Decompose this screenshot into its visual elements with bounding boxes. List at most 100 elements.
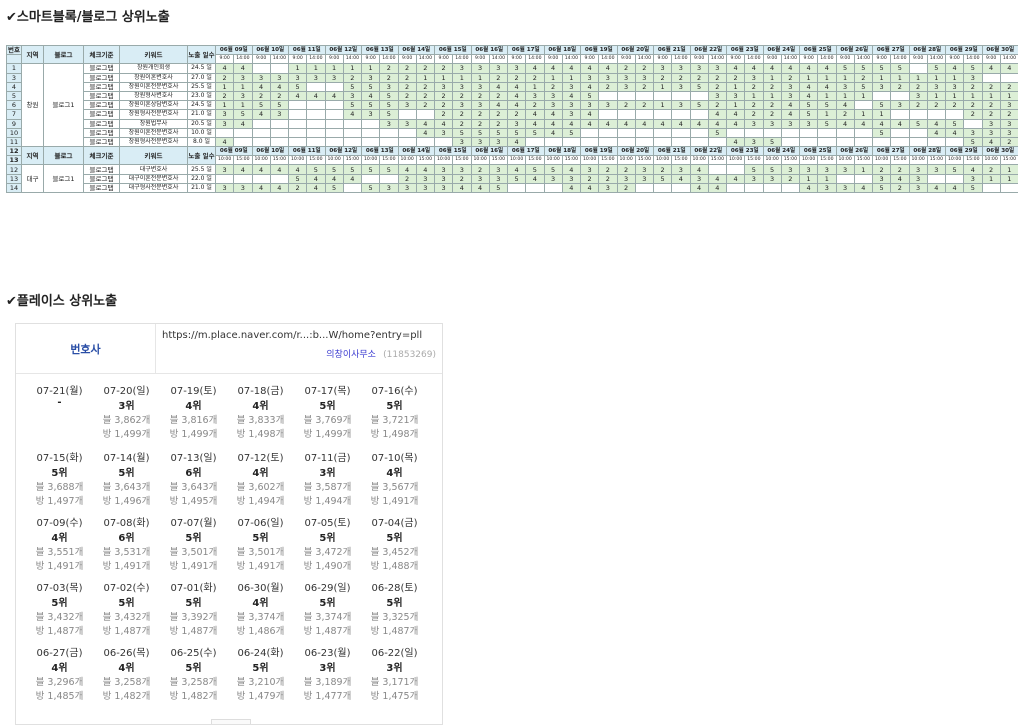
place-rank: 5위 (386, 533, 403, 544)
rank-cell (634, 182, 655, 194)
rank-cell (744, 182, 764, 194)
place-date: 06-29(일) (304, 583, 351, 594)
rank-cell: 4 (707, 118, 728, 129)
rank-cell: 4 (287, 164, 308, 175)
header-time: 15:00 (379, 155, 399, 166)
rank-cell (926, 109, 947, 120)
place-visitor-count: 방 1,494개 (303, 496, 352, 507)
rank-cell: 3 (671, 81, 691, 92)
rank-cell (616, 90, 636, 102)
header-time: 14:00 (963, 54, 983, 65)
rank-cell: 4 (342, 109, 363, 120)
rank-cell: 2 (944, 100, 965, 111)
rank-cell: 2 (488, 72, 509, 83)
header-time: 10:00 (908, 155, 928, 166)
rank-cell: 2 (415, 81, 436, 92)
place-day-cell: 06-22(일) 3위 블 3,171개 방 1,475개 (361, 644, 428, 709)
rank-cell: 5 (908, 118, 928, 129)
header-date: 06월 24일 (762, 45, 800, 56)
rank-cell: 4 (579, 118, 600, 129)
rank-cell (251, 63, 271, 74)
exposure-days: 25.5 일 (187, 81, 216, 92)
place-visitor-count: 방 1,491개 (370, 496, 419, 507)
rank-cell: 3 (543, 100, 563, 111)
keyword: 창원법무사 (119, 118, 188, 129)
rank-cell (780, 127, 801, 138)
header-time: 14:00 (269, 54, 290, 65)
rank-cell: 3 (963, 127, 983, 138)
rank-cell: 2 (397, 81, 417, 92)
rank-cell: 5 (944, 118, 965, 129)
rank-cell: 1 (835, 90, 855, 102)
rank-cell: 3 (488, 173, 509, 184)
rank-cell: 1 (798, 173, 819, 184)
blog-ranking-table-wrapper: 번호 지역 블로그 체크기준 키워드 노출 일수 06월 09일 06월 10일 06월 11일… (6, 45, 1018, 263)
place-day-cell: 07-01(화) 5위 블 3,392개 방 1,487개 (160, 579, 227, 644)
check-basis: 블로그탭 (83, 164, 120, 175)
rank-cell: 3 (214, 182, 235, 194)
header-date: 06월 09일 (215, 146, 253, 157)
place-header: 번호사 https://m.place.naver.com/r...:b...W… (16, 324, 442, 374)
rank-cell: 3 (470, 81, 490, 92)
check-basis: 블로그탭 (83, 182, 120, 194)
load-more-button[interactable] (211, 719, 251, 724)
place-day-cell: 07-11(금) 3위 블 3,587개 방 1,494개 (294, 449, 361, 514)
place-rank: 5위 (319, 401, 336, 412)
rank-cell: 4 (360, 90, 381, 102)
place-rank: 5위 (51, 598, 68, 609)
place-blog-count: 블 3,432개 (102, 612, 151, 623)
place-section-title: ✔플레이스 상위노출 (6, 294, 118, 309)
place-day-cell: 06-29(일) 5위 블 3,374개 방 1,487개 (294, 579, 361, 644)
keyword: 대구이혼전문변호사 (119, 173, 188, 184)
rank-cell: 2 (287, 182, 308, 194)
place-blog-count: 블 3,501개 (236, 547, 285, 558)
rank-cell: 4 (835, 118, 855, 129)
place-day-cell: 07-07(월) 5위 블 3,501개 방 1,491개 (160, 514, 227, 579)
rank-cell: 4 (251, 109, 271, 120)
rank-cell: 2 (251, 90, 271, 102)
rank-cell: 5 (360, 182, 381, 194)
rank-cell: 3 (379, 81, 399, 92)
rank-cell: 3 (634, 72, 655, 83)
rank-cell: 3 (671, 164, 691, 175)
rank-cell (379, 127, 399, 138)
exposure-days: 24.5 일 (187, 63, 216, 74)
place-rank: 4위 (51, 533, 68, 544)
place-url-link[interactable]: https://m.place.naver.com/r...:b...W/hom… (162, 330, 423, 341)
place-id: (11853269) (383, 350, 436, 360)
place-date: 06-25(수) (170, 648, 217, 659)
rank-cell: 3 (470, 136, 490, 148)
rank-cell: 2 (963, 100, 983, 111)
rank-cell: 2 (433, 63, 454, 74)
rank-cell: 5 (871, 127, 892, 138)
rank-cell (999, 72, 1018, 83)
rank-cell: 4 (725, 173, 746, 184)
place-visitor-count: 방 1,477개 (303, 691, 352, 702)
header-date: 06월 27일 (872, 146, 910, 157)
rank-cell (415, 136, 436, 148)
place-rank: - (57, 397, 62, 408)
rank-cell (762, 127, 782, 138)
rank-cell (269, 118, 290, 129)
check-basis: 블로그탭 (83, 136, 120, 148)
rank-cell: 1 (452, 72, 472, 83)
place-date: 07-09(수) (36, 518, 83, 529)
rank-cell: 3 (817, 182, 837, 194)
rank-cell: 4 (579, 63, 600, 74)
header-time: 14:00 (379, 54, 399, 65)
rank-cell (579, 136, 600, 148)
rank-cell: 5 (379, 90, 399, 102)
rank-cell (944, 136, 965, 148)
rank-cell (616, 136, 636, 148)
rank-cell: 2 (470, 90, 490, 102)
rank-cell: 2 (853, 72, 874, 83)
rank-cell: 1 (342, 63, 363, 74)
header-time: 9:00 (579, 54, 600, 65)
rank-cell: 1 (725, 100, 746, 111)
rank-cell: 3 (762, 173, 782, 184)
rank-cell: 2 (452, 173, 472, 184)
